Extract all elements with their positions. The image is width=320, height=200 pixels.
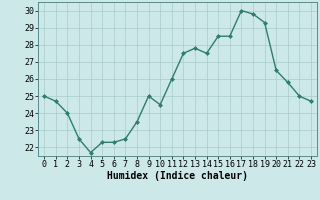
X-axis label: Humidex (Indice chaleur): Humidex (Indice chaleur) bbox=[107, 171, 248, 181]
